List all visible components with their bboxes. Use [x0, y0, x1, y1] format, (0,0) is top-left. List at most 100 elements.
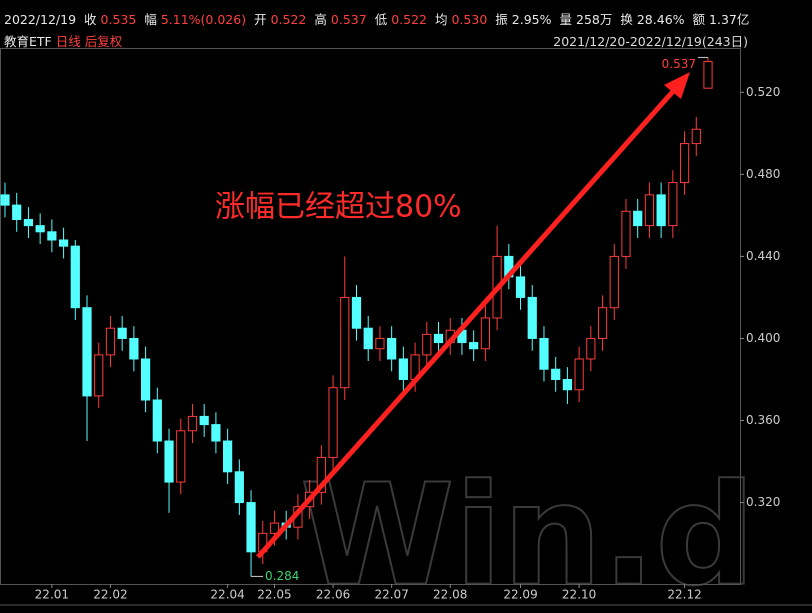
label: 开 [254, 12, 267, 27]
value: 2.95% [511, 12, 552, 27]
candle-body [480, 317, 490, 350]
candle-body [328, 387, 338, 458]
candle-body [12, 204, 22, 220]
x-tick-label: 22.05 [257, 588, 291, 602]
x-tick-label: 22.06 [316, 588, 350, 602]
trend-arrow [256, 86, 678, 559]
security-name: 教育ETF [4, 34, 52, 49]
candle-body [621, 210, 631, 257]
candle-body [644, 194, 655, 227]
x-tick-label: 22.10 [562, 588, 596, 602]
x-tick-label: 22.12 [667, 588, 701, 602]
candle-body [211, 424, 221, 442]
candle-body [668, 182, 678, 227]
candle-body [609, 255, 619, 309]
candle-body [387, 337, 397, 360]
label: 收 [84, 12, 97, 27]
candle-body [140, 358, 151, 401]
adjust[interactable]: 后复权 [84, 34, 123, 49]
candle-body [633, 210, 643, 227]
label: 量 [559, 12, 573, 27]
value: 258万 [576, 12, 613, 27]
x-tick-label: 22.08 [433, 588, 467, 602]
max-label: 0.537 [662, 57, 696, 71]
label: 均 [434, 12, 448, 27]
candle-body [246, 502, 256, 553]
watermark: Win.d [300, 455, 755, 613]
value: 28.46% [636, 12, 685, 27]
label: 低 [374, 12, 388, 27]
y-tick-label: 0.360 [746, 413, 780, 427]
arrow-head [664, 72, 690, 99]
candle-body [269, 522, 280, 534]
candle-body [187, 415, 198, 432]
candle-body [94, 354, 104, 397]
candle-body [527, 296, 537, 339]
x-tick-label: 22.07 [374, 588, 408, 602]
candle-body [47, 231, 57, 241]
candle-body [164, 440, 174, 483]
candle-body [562, 378, 573, 391]
label: 额 [692, 12, 706, 27]
value: 1.37亿 [709, 12, 750, 27]
y-tick-label: 0.320 [746, 495, 780, 509]
candle-body [316, 456, 326, 493]
candle-body [152, 399, 162, 442]
candle-body [35, 225, 45, 233]
annotation: 涨幅已经超过80% [215, 190, 462, 225]
candle-body [82, 307, 92, 397]
value: 5.11%(0.026) [160, 12, 247, 27]
candle-body [433, 333, 444, 344]
candle-body [105, 327, 116, 356]
y-tick-label: 0.520 [746, 85, 780, 99]
candle-body [234, 471, 244, 504]
plot-frame [0, 48, 741, 585]
y-tick-label: 0.440 [746, 249, 780, 263]
candle-body [679, 143, 690, 184]
candle-body [199, 415, 209, 426]
y-tick-label: 0.400 [746, 331, 780, 345]
label: 高 [314, 12, 327, 27]
candle-body [129, 337, 139, 360]
candle-body [351, 296, 362, 329]
candle-body [117, 327, 127, 339]
candle-body [70, 245, 80, 309]
value: 0.535 [100, 12, 137, 27]
date: 2022/12/19 [4, 12, 77, 27]
label: 振 [495, 12, 508, 27]
value: 0.522 [391, 12, 427, 27]
period[interactable]: 日线 [55, 34, 81, 49]
min-label: 0.284 [265, 569, 299, 583]
candle-body [363, 327, 373, 350]
value: 0.537 [330, 12, 367, 27]
x-tick-label: 22.09 [503, 588, 537, 602]
value: 0.530 [451, 12, 488, 27]
candle-body [515, 276, 526, 298]
candle-body [691, 128, 701, 145]
candle-body [656, 194, 666, 227]
candle-body [551, 368, 561, 380]
date-range: 2021/12/20-2022/12/19(243日) [553, 34, 748, 49]
candle-body [422, 333, 432, 356]
candle-body [586, 337, 596, 360]
label: 幅 [144, 12, 157, 27]
label: 换 [620, 12, 633, 27]
candle-body [23, 218, 34, 227]
candle-body [340, 296, 350, 389]
candle-body [597, 307, 608, 339]
candle-body [375, 337, 385, 350]
x-tick-label: 22.02 [93, 588, 127, 602]
candle-body [539, 337, 549, 370]
value: 0.522 [270, 12, 307, 27]
candle-body [176, 430, 186, 483]
candle-body [574, 358, 584, 391]
candle-body [58, 239, 69, 247]
quote-line: 2022/12/19 收 0.535 幅 5.11%(0.026) 开 0.522 高 … [4, 9, 749, 28]
x-tick-label: 22.01 [35, 588, 69, 602]
x-tick-label: 22.04 [210, 588, 244, 602]
candle-body [398, 358, 408, 380]
y-tick-label: 0.480 [746, 167, 780, 181]
candle-body [223, 440, 233, 473]
